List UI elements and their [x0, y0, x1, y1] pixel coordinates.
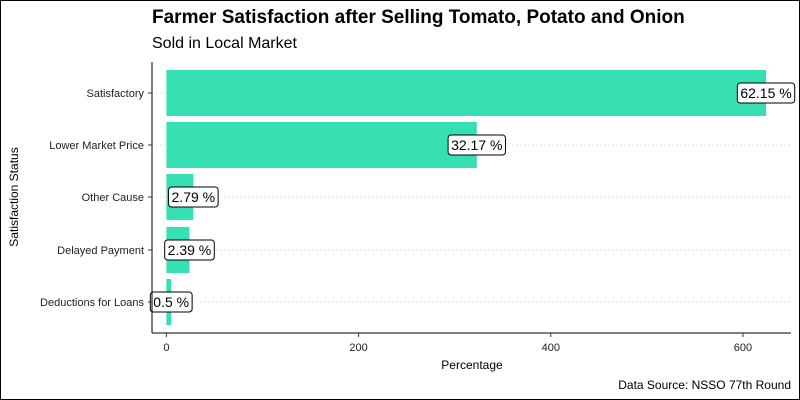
- data-label-box: [447, 134, 506, 156]
- y-axis-label: Satisfaction Status: [7, 147, 21, 246]
- chart-caption: Data Source: NSSO 77th Round: [618, 378, 791, 392]
- x-tick-label: 600: [734, 342, 752, 354]
- data-label-box: [736, 82, 796, 104]
- y-tick-label: Other Cause: [82, 192, 144, 204]
- bar: [166, 122, 477, 168]
- y-tick-label: Deductions for Loans: [40, 297, 144, 309]
- x-tick-label: 200: [349, 342, 367, 354]
- data-label-text: 62.15 %: [740, 85, 791, 101]
- data-label: 2.39 %: [164, 239, 215, 261]
- data-label-text: 2.39 %: [168, 242, 212, 258]
- x-tick-label: 0: [163, 342, 169, 354]
- data-label-box: [164, 239, 215, 261]
- x-tick-label: 400: [542, 342, 560, 354]
- chart-subtitle: Sold in Local Market: [152, 35, 297, 52]
- y-tick-label: Delayed Payment: [57, 245, 144, 257]
- y-tick-label: Satisfactory: [87, 88, 145, 100]
- data-label: 62.15 %: [736, 82, 796, 104]
- data-label-box: [168, 186, 219, 208]
- y-tick-label: Lower Market Price: [49, 140, 144, 152]
- data-labels: 62.15 % 32.17 % 2.79 % 2.39 % 0.5 %: [149, 82, 796, 313]
- x-axis-label: Percentage: [441, 358, 503, 372]
- y-axis-ticks: Satisfactory Lower Market Price Other Caus…: [40, 88, 152, 309]
- bar: [166, 70, 767, 116]
- data-label: 32.17 %: [447, 134, 506, 156]
- data-label-text: 2.79 %: [172, 189, 216, 205]
- data-label: 2.79 %: [168, 186, 219, 208]
- x-axis-ticks: 0 200 400 600: [163, 333, 752, 354]
- data-label-text: 0.5 %: [153, 294, 189, 310]
- chart-title: Farmer Satisfaction after Selling Tomato…: [152, 7, 685, 28]
- data-label: 0.5 %: [149, 291, 193, 313]
- data-label-text: 32.17 %: [451, 137, 502, 153]
